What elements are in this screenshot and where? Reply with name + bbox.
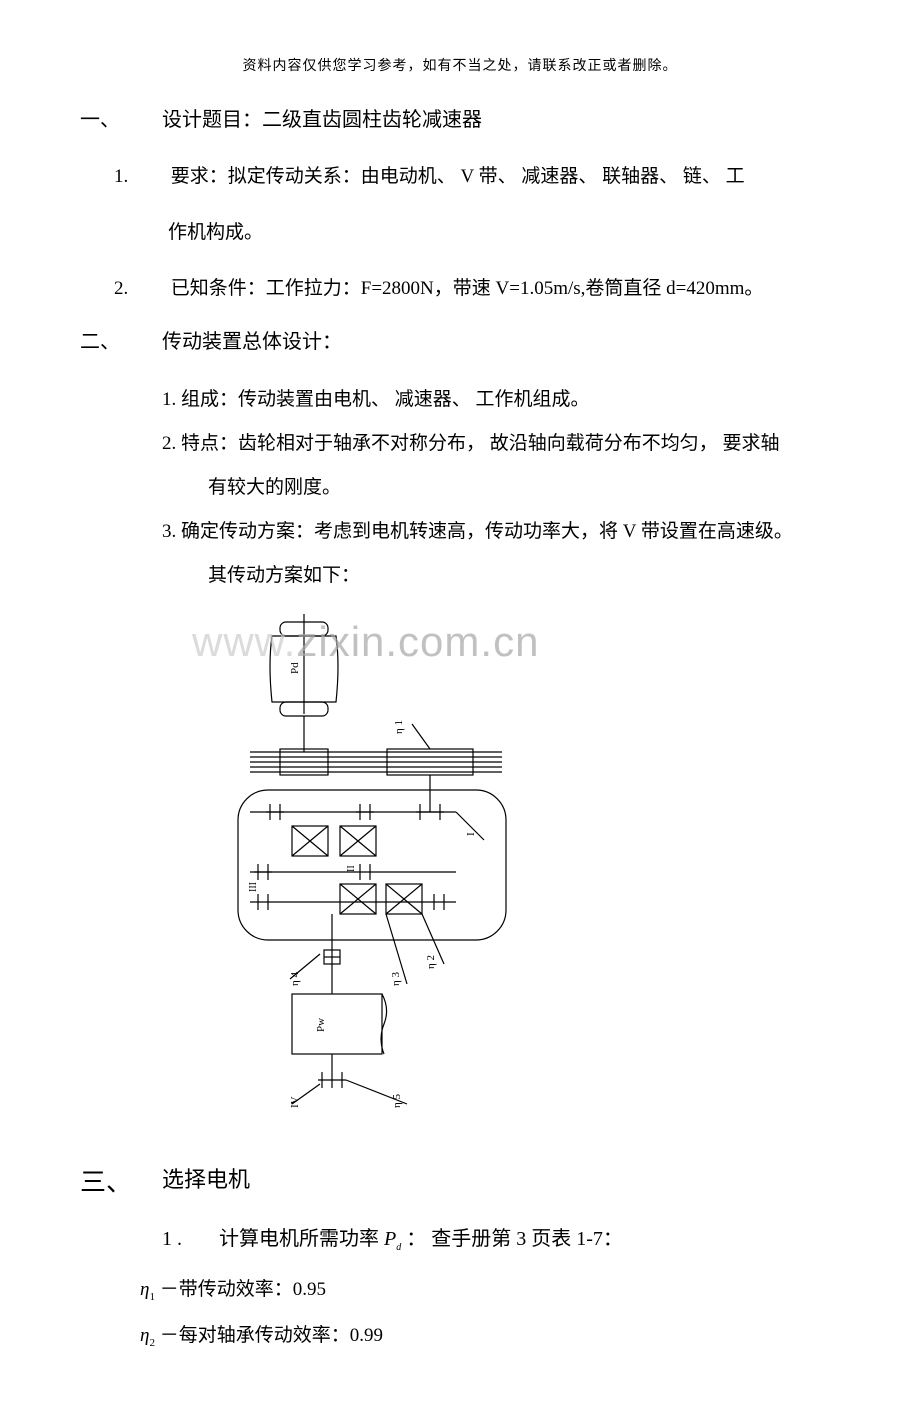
section-1-num: 一、	[72, 104, 162, 136]
section-1-item-1: 1. 要求：拟定传动关系：由电动机、 V 带、 减速器、 联轴器、 链、 工	[72, 158, 848, 196]
section-2-item-3-num: 3.	[162, 521, 176, 542]
svg-text:Pw: Pw	[315, 1018, 327, 1032]
svg-text:II: II	[346, 865, 357, 872]
svg-text:η 1: η 1	[393, 720, 405, 734]
section-1-item-1-text: 要求：拟定传动关系：由电动机、 V 带、 减速器、 联轴器、 链、 工	[171, 166, 745, 187]
svg-text:I: I	[465, 832, 477, 836]
svg-text:η 3: η 3	[390, 971, 402, 986]
eta-2-text: －每对轴承传动效率：0.99	[160, 1325, 383, 1346]
section-2-item-1-num: 1.	[162, 389, 176, 410]
svg-text:η 2: η 2	[425, 955, 437, 969]
section-2-item-1-text: 组成：传动装置由电机、 减速器、 工作机组成。	[181, 389, 590, 410]
section-2-item-2-num: 2.	[162, 433, 176, 454]
section-2-item-3: 3. 确定传动方案：考虑到电机转速高，传动功率大，将 V 带设置在高速级。	[72, 512, 848, 552]
section-1-item-1-num: 1.	[114, 158, 166, 196]
section-3-item-1-suffix: ： 查手册第 3 页表 1-7：	[406, 1228, 623, 1250]
section-3-num: 三、	[72, 1162, 162, 1204]
section-2-heading: 二、 传动装置总体设计：	[72, 326, 848, 358]
section-1-item-2-num: 2.	[114, 270, 166, 308]
svg-text:Pd: Pd	[289, 662, 301, 674]
section-2-title: 传动装置总体设计：	[162, 326, 342, 358]
svg-text:IV: IV	[289, 1096, 301, 1108]
header-note: 资料内容仅供您学习参考，如有不当之处，请联系改正或者删除。	[72, 56, 848, 78]
transmission-diagram: www.zixin.com.cn Pd η 1	[212, 614, 512, 1134]
section-1-item-1-cont: 作机构成。	[72, 214, 848, 252]
svg-text:η 4: η 4	[289, 971, 301, 986]
section-3-item-1-prefix: 计算电机所需功率	[219, 1228, 379, 1250]
section-3-title: 选择电机	[162, 1162, 250, 1204]
section-1-title: 设计题目：二级直齿圆柱齿轮减速器	[162, 104, 482, 136]
section-2-item-3-cont: 其传动方案如下：	[72, 556, 848, 596]
section-3-item-1: 1 . 计算电机所需功率 Pd ： 查手册第 3 页表 1-7：	[72, 1219, 848, 1259]
section-1-heading: 一、 设计题目：二级直齿圆柱齿轮减速器	[72, 104, 848, 136]
eta-1-text: －带传动效率：0.95	[160, 1279, 326, 1300]
section-2-item-2-text: 特点：齿轮相对于轴承不对称分布， 故沿轴向载荷分布不均匀， 要求轴	[181, 433, 780, 454]
diagram-svg: Pd η 1	[212, 614, 512, 1134]
section-3-item-1-sub: d	[396, 1242, 401, 1253]
section-3-heading: 三、 选择电机	[72, 1162, 848, 1204]
svg-text:III: III	[248, 882, 259, 892]
svg-text:η 5: η 5	[391, 1093, 403, 1108]
section-2-item-2-cont: 有较大的刚度。	[72, 468, 848, 508]
section-1-item-2-text: 已知条件：工作拉力：F=2800N，带速 V=1.05m/s,卷筒直径 d=42…	[171, 278, 764, 299]
section-3-item-1-var: P	[384, 1228, 396, 1250]
eta-2-sym: η	[140, 1325, 149, 1346]
section-2-item-1: 1. 组成：传动装置由电机、 减速器、 工作机组成。	[72, 380, 848, 420]
eta-1-line: η1 －带传动效率：0.95	[72, 1269, 848, 1311]
section-3-item-1-num: 1 .	[162, 1219, 214, 1259]
section-2-item-2: 2. 特点：齿轮相对于轴承不对称分布， 故沿轴向载荷分布不均匀， 要求轴	[72, 424, 848, 464]
eta-2-line: η2 －每对轴承传动效率：0.99	[72, 1315, 848, 1357]
section-2-num: 二、	[72, 326, 162, 358]
eta-1-sub: 1	[149, 1291, 155, 1303]
section-1-item-2: 2. 已知条件：工作拉力：F=2800N，带速 V=1.05m/s,卷筒直径 d…	[72, 270, 848, 308]
section-2-item-3-text: 确定传动方案：考虑到电机转速高，传动功率大，将 V 带设置在高速级。	[181, 521, 793, 542]
eta-2-sub: 2	[149, 1337, 155, 1349]
